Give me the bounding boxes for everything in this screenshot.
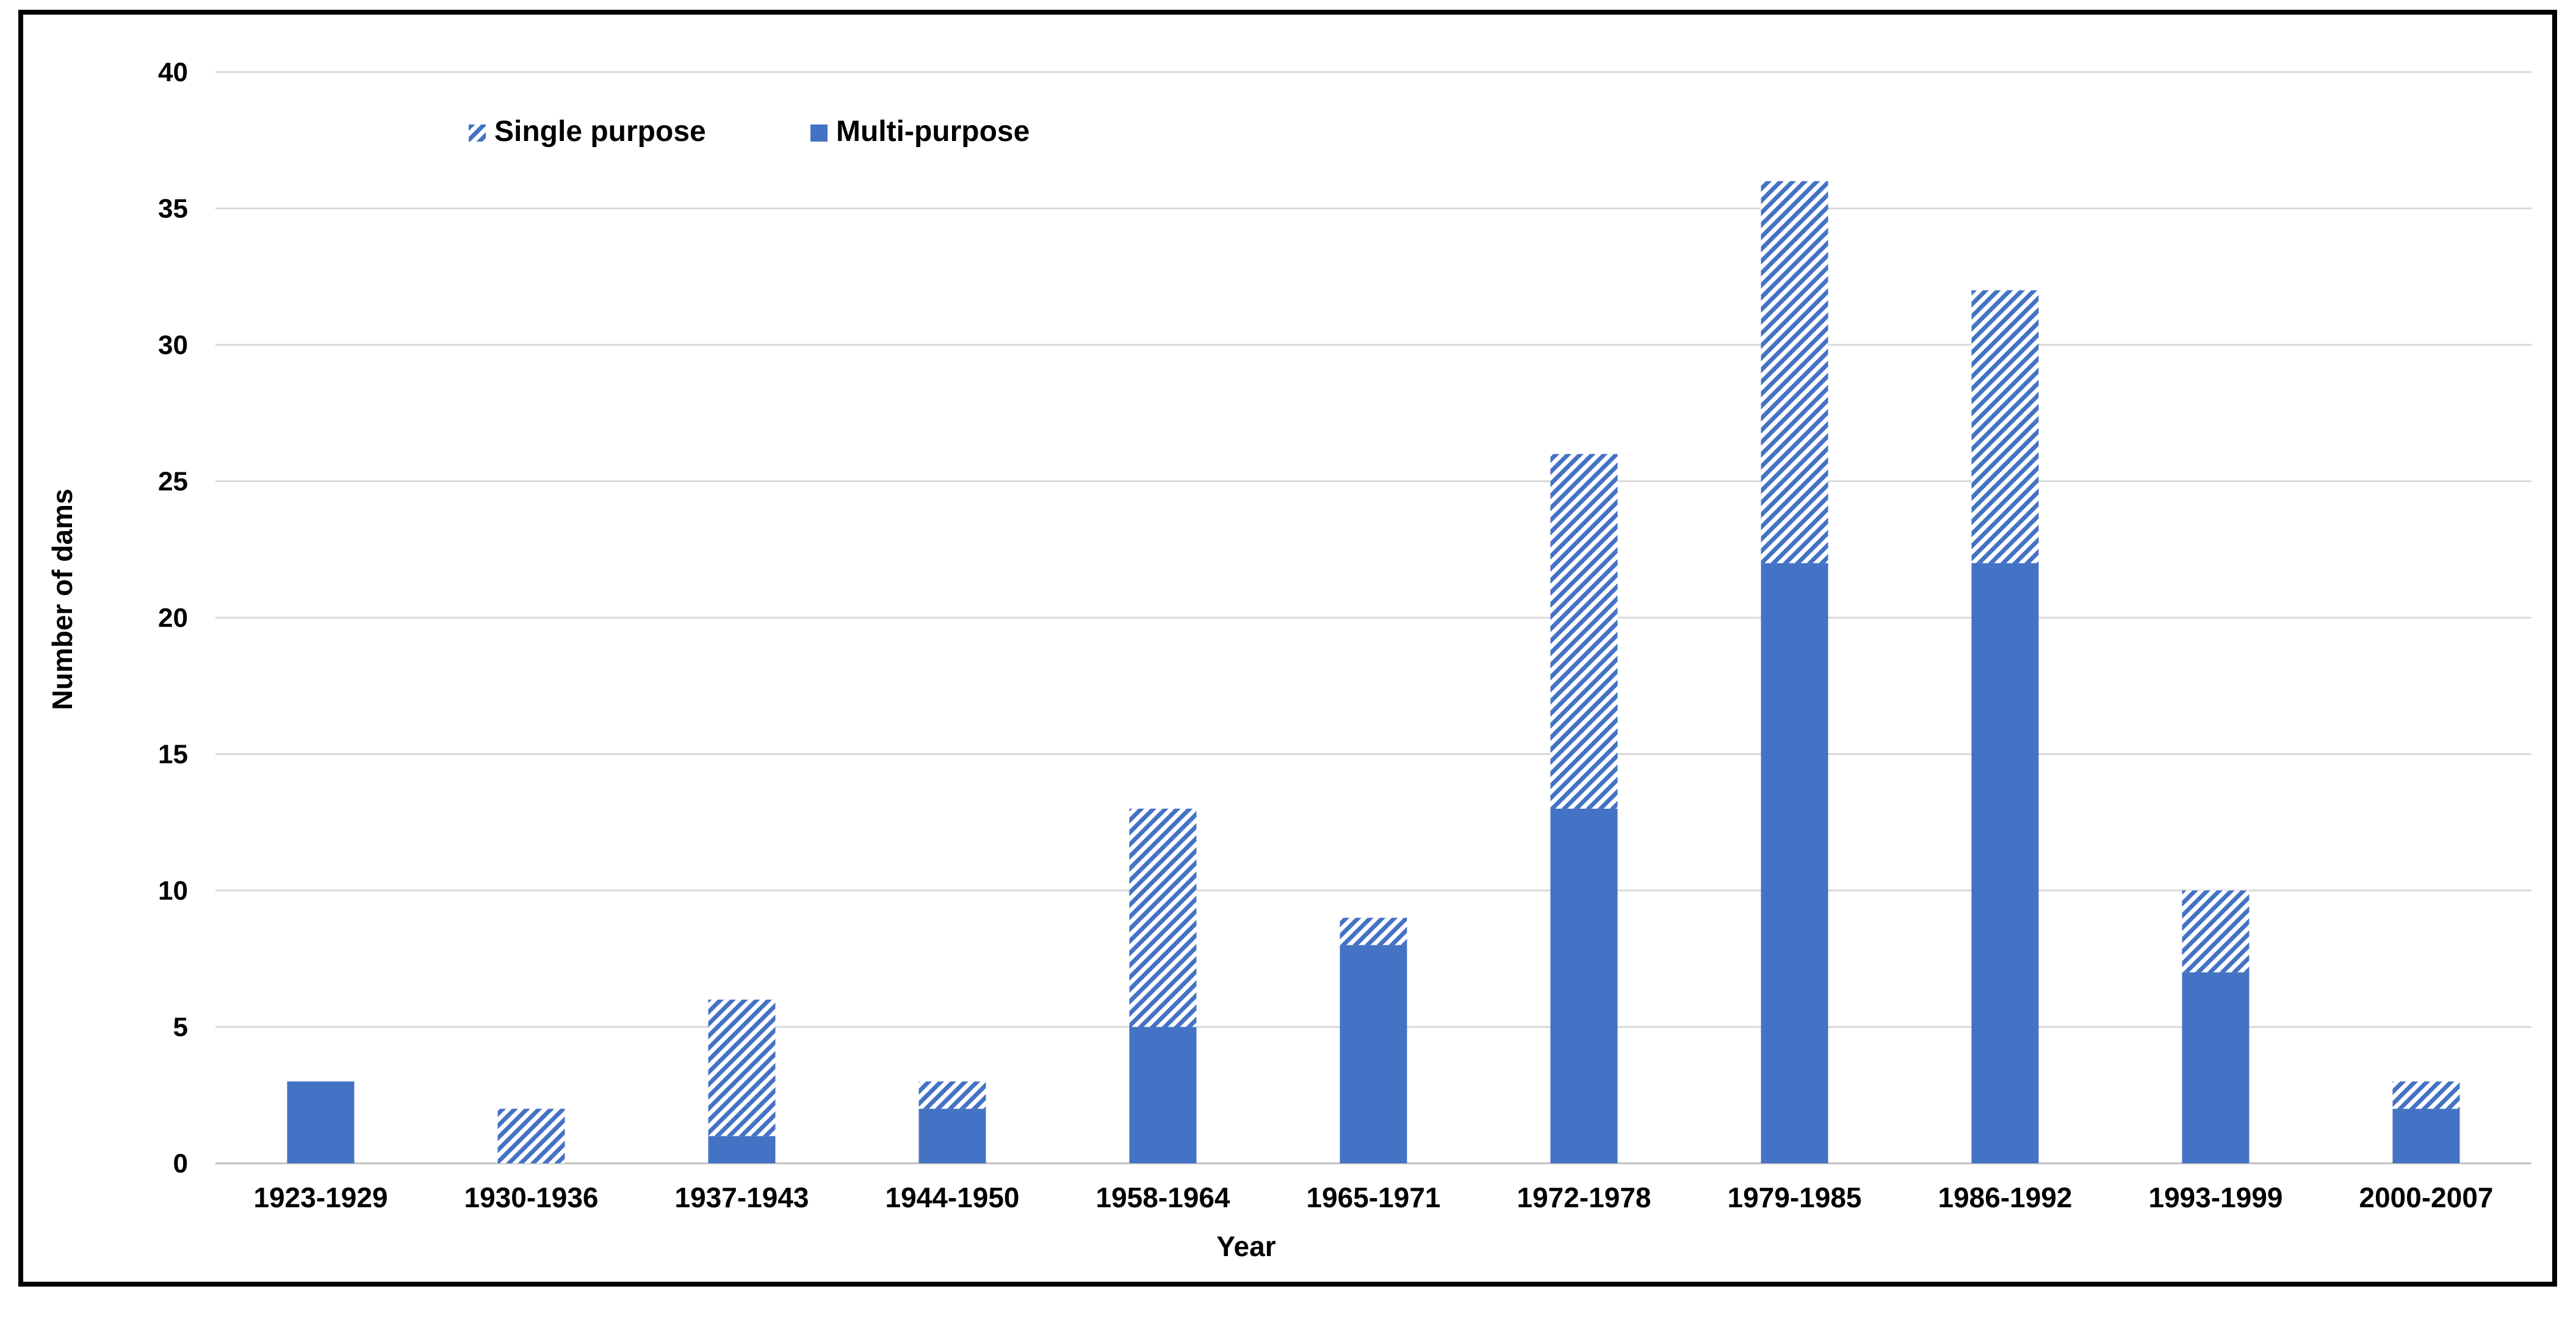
bar-segment-multi-purpose xyxy=(2182,972,2249,1163)
x-tick-label: 1958-1964 xyxy=(1096,1182,1230,1213)
bar-segment-single-purpose xyxy=(2182,890,2249,973)
legend-swatch xyxy=(469,125,486,142)
x-tick-label: 1965-1971 xyxy=(1307,1182,1441,1213)
y-tick-label: 15 xyxy=(158,740,188,770)
bar-segment-multi-purpose xyxy=(1761,563,1828,1163)
bar-segment-single-purpose xyxy=(497,1108,565,1163)
legend: Single purpose Multi-purpose xyxy=(469,115,1030,148)
x-tick-label: 1986-1992 xyxy=(1938,1182,2073,1213)
y-tick-label: 25 xyxy=(158,467,188,497)
bar-segment-multi-purpose xyxy=(1971,563,2039,1163)
y-tick-label: 20 xyxy=(158,603,188,633)
x-tick-label: 1937-1943 xyxy=(675,1182,809,1213)
bar-segment-single-purpose xyxy=(1550,453,1618,809)
y-tick-label: 30 xyxy=(158,330,188,360)
x-tick-label: 2000-2007 xyxy=(2359,1182,2494,1213)
gridlines xyxy=(215,71,2531,1165)
bar-segment-multi-purpose xyxy=(708,1136,776,1163)
y-tick-label: 5 xyxy=(173,1013,188,1042)
bar-segment-single-purpose xyxy=(1340,917,1407,945)
bar-segment-single-purpose xyxy=(1129,808,1197,1027)
bar-segment-single-purpose xyxy=(1761,181,1828,563)
y-tick-label: 35 xyxy=(158,194,188,224)
x-tick-label: 1923-1929 xyxy=(254,1182,388,1213)
chart-frame: 0 5 10 15 20 25 30 35 40 1923-1929 1930-1936 1937-… xyxy=(18,10,2557,1287)
bars xyxy=(287,181,2460,1163)
stacked-bar-chart: 0 5 10 15 20 25 30 35 40 1923-1929 1930-1936 1937-… xyxy=(46,57,2531,1262)
y-axis-ticks: 0 5 10 15 20 25 30 35 40 xyxy=(158,57,188,1179)
y-tick-label: 40 xyxy=(158,57,188,87)
bar-segment-multi-purpose xyxy=(2392,1108,2460,1163)
y-axis-title: Number of dams xyxy=(46,489,78,710)
bar-segment-single-purpose xyxy=(918,1081,986,1109)
bar-segment-multi-purpose xyxy=(1340,945,1407,1163)
y-tick-label: 10 xyxy=(158,876,188,906)
bar-segment-single-purpose xyxy=(1971,290,2039,563)
x-axis-title: Year xyxy=(1216,1230,1275,1262)
x-tick-label: 1972-1978 xyxy=(1517,1182,1651,1213)
x-tick-label: 1979-1985 xyxy=(1728,1182,1862,1213)
x-tick-label: 1930-1936 xyxy=(464,1182,599,1213)
bar-segment-multi-purpose xyxy=(1129,1027,1197,1163)
legend-swatch xyxy=(810,125,828,142)
x-axis-ticks: 1923-1929 1930-1936 1937-1943 1944-1950 1958… xyxy=(254,1182,2494,1213)
x-tick-label: 1993-1999 xyxy=(2149,1182,2283,1213)
legend-label: Multi-purpose xyxy=(836,115,1030,148)
bar-segment-single-purpose xyxy=(708,999,776,1136)
legend-label: Single purpose xyxy=(494,115,706,148)
bar-segment-single-purpose xyxy=(2392,1081,2460,1109)
bar-segment-multi-purpose xyxy=(1550,808,1618,1163)
x-tick-label: 1944-1950 xyxy=(886,1182,1020,1213)
bar-segment-multi-purpose xyxy=(918,1108,986,1163)
bar-segment-multi-purpose xyxy=(287,1081,355,1163)
y-tick-label: 0 xyxy=(173,1149,188,1179)
